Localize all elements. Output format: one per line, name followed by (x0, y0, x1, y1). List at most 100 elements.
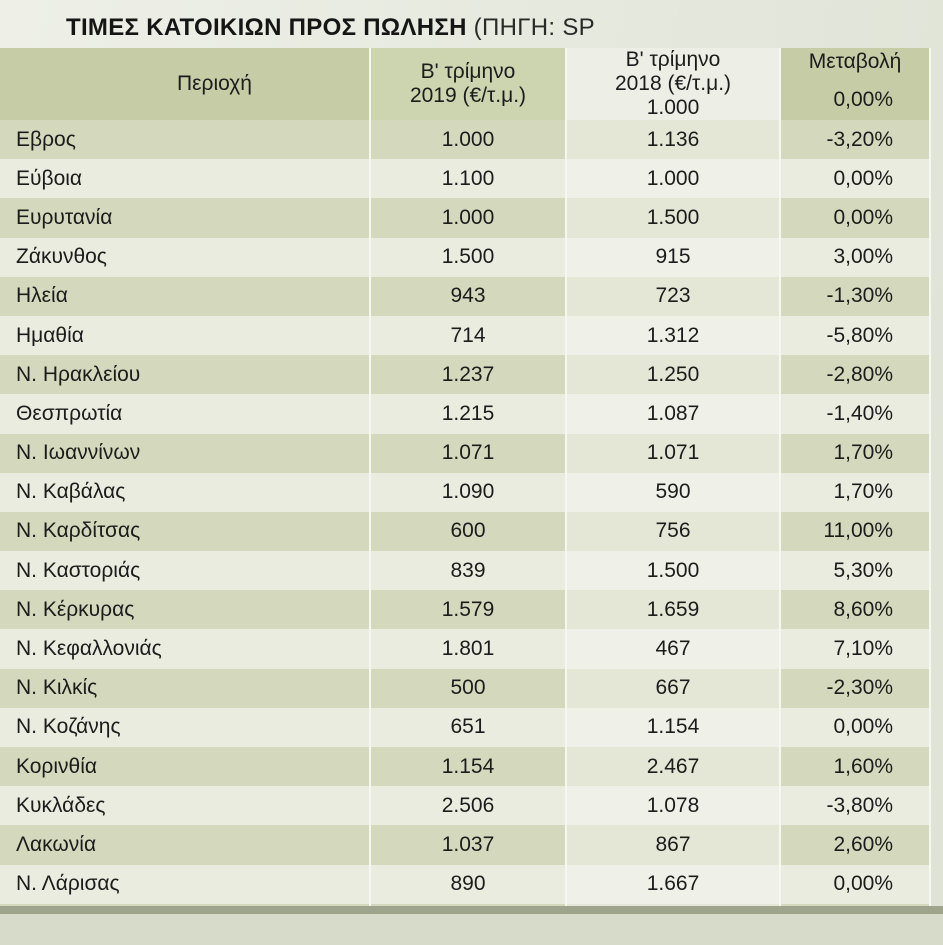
cell-q2-2018: 1.087 (566, 394, 781, 434)
table-title-source: (ΠΗΓΗ: SP (473, 14, 595, 41)
cell-area: Εβρος (0, 120, 371, 160)
cell-q2-2019: 1.090 (370, 472, 567, 512)
cell-q2-2019: 651 (370, 707, 567, 747)
table-row: Κυκλάδες 2.506 1.078 -3,80% (0, 786, 931, 826)
table-row: Ν. Καβάλας 1.090 590 1,70% (0, 472, 931, 512)
cell-q2-2019: 943 (370, 276, 567, 316)
column-header-q2-2018-line2: 2018 (€/τ.μ.) (614, 72, 732, 95)
cell-change: 11,00% (780, 511, 931, 552)
cell-area: Ζάκυνθος (0, 237, 371, 277)
cell-q2-2019: 600 (370, 511, 567, 552)
cell-area: Κορινθία (0, 747, 371, 787)
cell-change: 0,00% (780, 159, 931, 199)
cell-area: Ευρυτανία (0, 198, 371, 238)
cell-q2-2018: 467 (566, 629, 781, 669)
cell-change: 1,70% (780, 472, 931, 512)
cell-q2-2018: 1.154 (566, 707, 781, 747)
cell-q2-2018: 1.500 (566, 198, 781, 238)
column-header-q2-2019-line2: 2019 (€/τ.μ.) (409, 84, 527, 107)
column-header-area: Περιοχή (0, 48, 371, 120)
cell-change: -2,30% (780, 668, 931, 708)
cell-area: Κυκλάδες (0, 786, 371, 826)
cell-q2-2019: 1.154 (370, 747, 567, 787)
cell-change: -2,80% (780, 355, 931, 395)
cell-change: 0,00% (780, 198, 931, 238)
table-row: Θεσπρωτία 1.215 1.087 -1,40% (0, 394, 931, 434)
cell-q2-2019: 839 (370, 551, 567, 591)
table-row: Εύβοια 1.100 1.000 0,00% (0, 159, 931, 199)
cell-change: 8,60% (780, 590, 931, 630)
table-row: Κορινθία 1.154 2.467 1,60% (0, 747, 931, 787)
cell-q2-2019: 1.801 (370, 629, 567, 669)
cell-area: Εύβοια (0, 159, 371, 199)
table-row: Ν. Καστοριάς 839 1.500 5,30% (0, 551, 931, 591)
column-header-q2-2018: Β' τρίμηνο 2018 (€/τ.μ.) 1.000 (566, 48, 781, 120)
cell-change: -5,80% (780, 315, 931, 356)
cell-q2-2018: 723 (566, 276, 781, 316)
cell-q2-2019: 890 (370, 864, 567, 904)
cell-q2-2019: 1.237 (370, 355, 567, 395)
table-row: Ν. Κεφαλλονιάς 1.801 467 7,10% (0, 629, 931, 669)
house-prices-table: Περιοχή Β' τρίμηνο 2019 (€/τ.μ.) Β' τρίμ… (0, 48, 931, 943)
cell-area: Ν. Κεφαλλονιάς (0, 629, 371, 669)
header-row-value-change: 0,00% (833, 88, 893, 111)
cell-q2-2019: 1.037 (370, 825, 567, 865)
cell-change: 2,60% (780, 825, 931, 865)
cell-q2-2019: 1.000 (370, 198, 567, 238)
cell-q2-2018: 756 (566, 511, 781, 552)
cell-q2-2019: 2.506 (370, 786, 567, 826)
cell-q2-2019: 1.579 (370, 590, 567, 630)
cell-q2-2018: 1.250 (566, 355, 781, 395)
bottom-strip (0, 914, 943, 945)
column-header-q2-2018-line1: Β' τρίμηνο (625, 48, 721, 71)
cell-change: -1,40% (780, 394, 931, 434)
cell-change: 0,00% (780, 707, 931, 747)
cell-q2-2019: 1.100 (370, 159, 567, 199)
cell-q2-2019: 500 (370, 668, 567, 708)
table-row: Ν. Ηρακλείου 1.237 1.250 -2,80% (0, 355, 931, 395)
cell-change: -1,30% (780, 276, 931, 316)
cell-q2-2019: 1.500 (370, 237, 567, 277)
table-row: Εβρος 1.000 1.136 -3,20% (0, 120, 931, 160)
cell-q2-2018: 667 (566, 668, 781, 708)
table-row: Ν. Κοζάνης 651 1.154 0,00% (0, 707, 931, 747)
cell-q2-2018: 590 (566, 472, 781, 512)
cell-area: Ν. Κέρκυρας (0, 590, 371, 630)
table-row: Ζάκυνθος 1.500 915 3,00% (0, 237, 931, 277)
cell-q2-2018: 1.136 (566, 120, 781, 160)
cell-q2-2018: 1.500 (566, 551, 781, 591)
cell-change: 7,10% (780, 629, 931, 669)
cell-area: Ν. Κοζάνης (0, 707, 371, 747)
cell-q2-2018: 915 (566, 237, 781, 277)
table-row: Ν. Κέρκυρας 1.579 1.659 8,60% (0, 590, 931, 630)
bottom-rule (0, 906, 943, 914)
cell-q2-2018: 1.659 (566, 590, 781, 630)
cell-change: -3,80% (780, 786, 931, 826)
table-row: Ευρυτανία 1.000 1.500 0,00% (0, 198, 931, 238)
cell-area: Ν. Καρδίτσας (0, 511, 371, 552)
table-row: Ν. Καρδίτσας 600 756 11,00% (0, 511, 931, 552)
table-row: Ν. Ιωαννίνων 1.071 1.071 1,70% (0, 433, 931, 473)
column-header-q2-2019: Β' τρίμηνο 2019 (€/τ.μ.) (370, 48, 567, 120)
cell-q2-2019: 1.215 (370, 394, 567, 434)
cell-change: 1,70% (780, 433, 931, 473)
table-row: Ηλεία 943 723 -1,30% (0, 276, 931, 316)
cell-q2-2019: 714 (370, 315, 567, 356)
table-title-main: ΤΙΜΕΣ ΚΑΤΟΙΚΙΩΝ ΠΡΟΣ ΠΩΛΗΣΗ (66, 14, 467, 41)
cell-change: -3,20% (780, 120, 931, 160)
table-title: ΤΙΜΕΣ ΚΑΤΟΙΚΙΩΝ ΠΡΟΣ ΠΩΛΗΣΗ (ΠΗΓΗ: SP (66, 14, 595, 42)
cell-q2-2018: 1.667 (566, 864, 781, 904)
cell-q2-2018: 1.312 (566, 315, 781, 356)
cell-area: Ν. Κιλκίς (0, 668, 371, 708)
cell-area: Λακωνία (0, 825, 371, 865)
table-row: Ν. Λάρισας 890 1.667 0,00% (0, 864, 931, 904)
cell-q2-2018: 1.000 (566, 159, 781, 199)
column-header-change: Μεταβολή 0,00% (780, 48, 931, 120)
cell-change: 0,00% (780, 864, 931, 904)
cell-change: 3,00% (780, 237, 931, 277)
column-header-change-label: Μεταβολή (808, 50, 902, 73)
cell-q2-2018: 1.071 (566, 433, 781, 473)
cell-area: Ηλεία (0, 276, 371, 316)
table-row: Ν. Κιλκίς 500 667 -2,30% (0, 668, 931, 708)
cell-q2-2019: 1.000 (370, 120, 567, 160)
